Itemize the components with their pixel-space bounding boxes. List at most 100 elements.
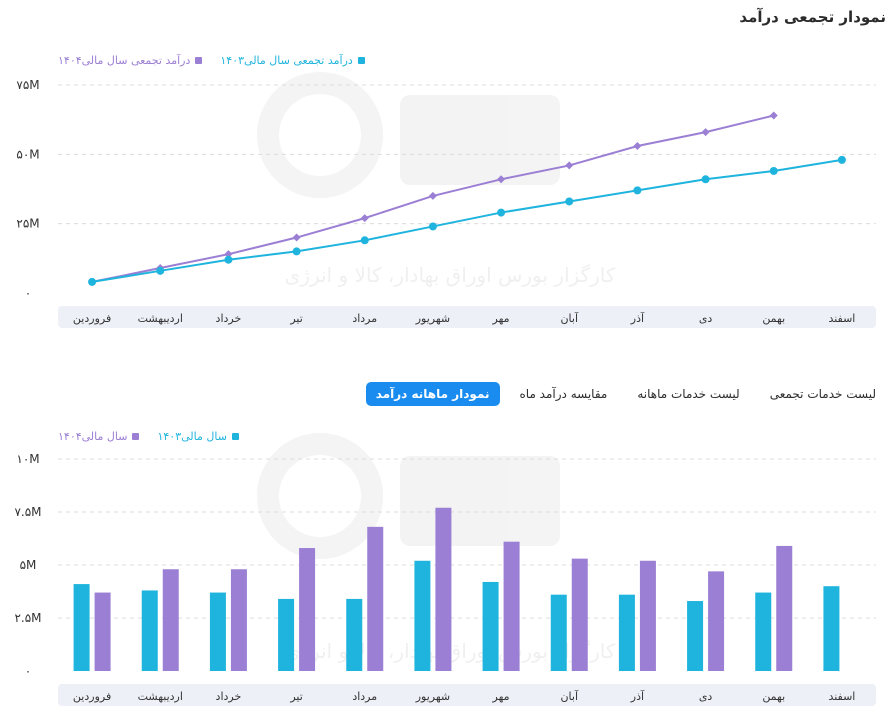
bar-1404 xyxy=(367,526,384,671)
x-tick-label: فروردین xyxy=(73,690,111,703)
bar-chart-legend: سال مالی۱۴۰۴ سال مالی۱۴۰۳ xyxy=(58,430,239,443)
bar-1404 xyxy=(299,548,316,671)
x-tick-label: تیر xyxy=(289,690,302,703)
data-point-circle xyxy=(497,208,506,217)
data-point-circle xyxy=(292,247,301,256)
bar-1404 xyxy=(162,569,179,671)
data-point-diamond xyxy=(497,175,506,184)
y-tick-label: ۰ xyxy=(25,286,31,300)
data-point-diamond xyxy=(701,128,710,137)
bar-legend-label-1404: سال مالی۱۴۰۴ xyxy=(58,430,128,443)
bar-1403 xyxy=(346,598,363,671)
x-tick-label: مهر xyxy=(492,312,510,325)
data-point-circle xyxy=(224,255,233,264)
data-point-circle xyxy=(769,166,778,175)
x-tick-label: دی xyxy=(699,690,713,703)
bar-legend-swatch-1404 xyxy=(132,433,140,440)
legend-label-1404: درآمد تجمعی سال مالی۱۴۰۴ xyxy=(58,54,191,67)
y-tick-label: ۰ xyxy=(25,664,31,678)
x-tick-label: خرداد xyxy=(216,690,242,703)
data-point-circle xyxy=(428,222,437,231)
x-tick-label: مهر xyxy=(492,690,510,703)
bar-1403 xyxy=(414,560,431,671)
x-tick-label: خرداد xyxy=(216,312,242,325)
x-tick-label: اردیبهشت xyxy=(138,312,183,325)
bar-1403 xyxy=(823,586,840,671)
data-point-circle xyxy=(360,236,369,245)
bar-legend-label-1403: سال مالی۱۴۰۳ xyxy=(157,430,227,443)
tab-compare-month[interactable]: مقایسه درآمد ماه xyxy=(519,387,608,401)
legend-swatch-1403 xyxy=(357,57,365,64)
page-title: نمودار تجمعی درآمد xyxy=(739,8,886,26)
watermark-text: کارگزار بورس اوراق بهادار، کالا و انرژی xyxy=(285,263,616,287)
x-tick-label: شهریور xyxy=(415,312,450,325)
x-tick-label: شهریور xyxy=(415,690,450,703)
line-chart-legend: درآمد تجمعی سال مالی۱۴۰۴ درآمد تجمعی سال… xyxy=(58,54,365,67)
monthly-bar-chart: کارگزار بورس اوراق بهادار، کالا و انرژی۰… xyxy=(14,433,876,706)
legend-label-1403: درآمد تجمعی سال مالی۱۴۰۳ xyxy=(220,54,353,67)
cumulative-line-chart: کارگزار بورس اوراق بهادار، کالا و انرژی ۰… xyxy=(16,72,876,328)
data-point-diamond xyxy=(292,233,301,242)
data-point-diamond xyxy=(428,191,437,200)
data-point-diamond xyxy=(224,250,233,259)
legend-item-1403[interactable]: درآمد تجمعی سال مالی۱۴۰۳ xyxy=(220,54,365,67)
x-axis-band xyxy=(58,306,876,328)
bar-1404 xyxy=(571,558,588,671)
bar-1404 xyxy=(639,560,656,671)
y-tick-label: ۲۵M xyxy=(16,217,39,231)
legend-item-1404[interactable]: درآمد تجمعی سال مالی۱۴۰۴ xyxy=(58,54,203,67)
x-tick-label: فروردین xyxy=(73,312,111,325)
data-point-circle xyxy=(633,186,642,195)
bar-1404 xyxy=(230,569,247,671)
data-point-diamond xyxy=(565,161,574,170)
y-tick-label: ۵۰M xyxy=(16,147,39,161)
x-tick-label: آبان xyxy=(560,689,578,703)
y-tick-label: ۵M xyxy=(20,558,37,572)
tab-monthly-chart[interactable]: نمودار ماهانه درآمد xyxy=(365,382,500,406)
bar-1403 xyxy=(755,592,772,671)
bar-1403 xyxy=(687,601,704,671)
data-point-circle xyxy=(837,155,846,164)
y-tick-label: ۱۰M xyxy=(16,452,39,466)
bar-1403 xyxy=(618,594,635,671)
bar-1403 xyxy=(550,594,567,671)
x-tick-label: اردیبهشت xyxy=(138,690,183,703)
x-tick-label: آذر xyxy=(630,311,645,325)
bar-1403 xyxy=(482,581,499,671)
data-point-circle xyxy=(701,175,710,184)
x-tick-label: آذر xyxy=(630,689,645,703)
bar-legend-item-1403[interactable]: سال مالی۱۴۰۳ xyxy=(157,430,239,443)
data-point-circle xyxy=(88,277,97,286)
data-point-circle xyxy=(156,266,165,275)
x-tick-label: اسفند xyxy=(828,690,855,703)
y-tick-label: ۷۵M xyxy=(16,78,39,92)
x-tick-label: بهمن xyxy=(762,312,785,325)
series-line-1 xyxy=(91,158,843,283)
bar-1403 xyxy=(278,598,295,671)
bar-legend-item-1404[interactable]: سال مالی۱۴۰۴ xyxy=(58,430,140,443)
x-tick-label: مرداد xyxy=(352,690,377,703)
bar-1404 xyxy=(435,507,452,671)
data-point-diamond xyxy=(769,111,778,120)
watermark-logo xyxy=(257,72,560,198)
data-point-circle xyxy=(565,197,574,206)
legend-swatch-1404 xyxy=(195,57,203,64)
watermark-logo xyxy=(257,433,560,559)
bar-1404 xyxy=(94,592,111,671)
bar-1404 xyxy=(776,545,793,671)
x-tick-label: تیر xyxy=(289,312,302,325)
x-tick-label: دی xyxy=(699,312,713,325)
y-tick-label: ۷.۵M xyxy=(14,505,41,519)
x-tick-label: مرداد xyxy=(352,312,377,325)
tab-cumulative-services[interactable]: لیست خدمات تجمعی xyxy=(769,387,876,401)
x-tick-label: بهمن xyxy=(762,690,785,703)
y-tick-label: ۲.۵M xyxy=(14,611,41,625)
tab-monthly-services[interactable]: لیست خدمات ماهانه xyxy=(637,387,740,401)
bar-1403 xyxy=(209,592,226,671)
data-point-diamond xyxy=(360,214,369,223)
bar-legend-swatch-1403 xyxy=(231,433,239,440)
bar-1403 xyxy=(73,584,90,671)
bar-1404 xyxy=(708,571,725,671)
x-axis-band xyxy=(58,684,876,706)
bar-1403 xyxy=(141,590,158,671)
